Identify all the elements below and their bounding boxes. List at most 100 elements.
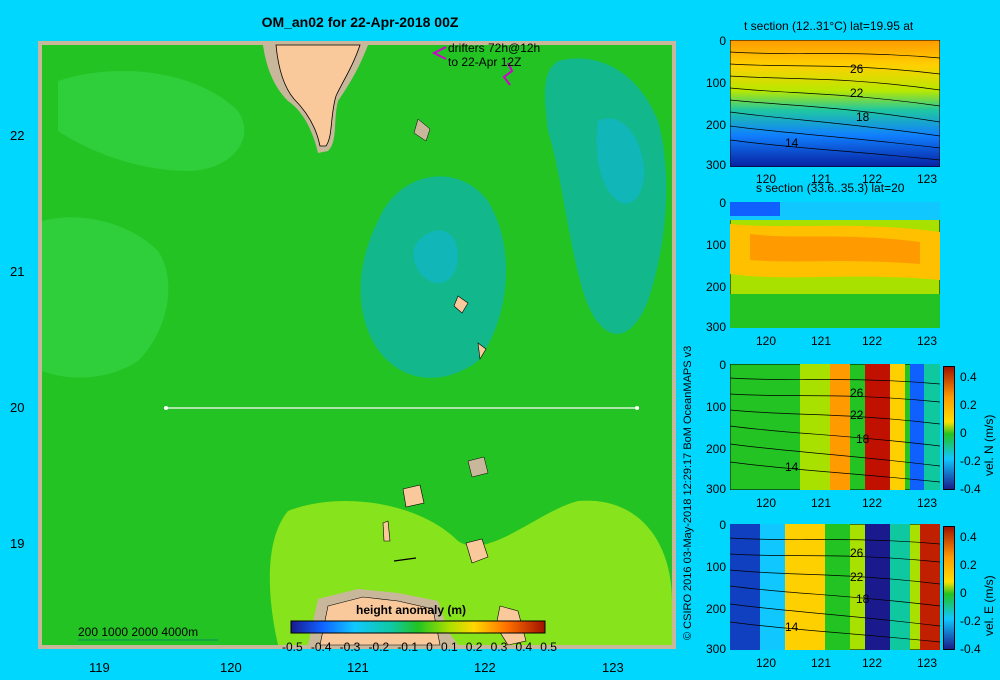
lon-tick: 119 [89,660,110,675]
salinity-section-panel [730,202,940,328]
colorbar-label: 0.1 [440,640,458,654]
taiwan-land [275,44,361,147]
temperature-contours [730,51,940,161]
lon-tick: 123 [917,496,938,510]
depth-tick: 300 [705,482,726,496]
panel-title: t section (12..31°C) lat=19.95 at [744,19,914,33]
cbar-label: 0.2 [960,558,977,572]
depth-tick: 200 [705,118,726,132]
lon-tick: 122 [474,660,496,675]
lon-tick: 123 [917,656,938,670]
lat-tick: 20 [10,400,25,415]
cbar-label: 0 [960,426,967,440]
contour-label: 18 [856,110,870,124]
colorbar-title: height anomaly (m) [356,603,467,617]
lon-tick: 120 [756,172,777,186]
contour-label: 26 [850,62,864,76]
panel-title: s section (33.6..35.3) lat=20 [756,181,905,195]
colorbar-gradient [290,620,546,634]
lon-tick: 120 [220,660,242,675]
island-3 [477,342,487,360]
cbar-label: 0 [960,586,967,600]
east-low-anomaly [545,58,667,334]
lon-tick: 123 [602,660,624,675]
lon-tick: 121 [811,172,832,186]
cbar-label: -0.2 [960,614,981,628]
island-7 [465,538,489,564]
cbar-label: 0.4 [960,530,977,544]
temperature-section-panel [730,40,940,167]
section-end [635,406,639,410]
depth-tick: 100 [705,238,726,252]
colorbar-label: 0 [426,640,433,654]
central-core-anomaly [413,230,458,284]
colorbar-label: 0.4 [515,640,533,654]
depth-tick: 300 [705,320,726,334]
contour-label: 22 [850,86,864,100]
colorbar-label: 0.3 [490,640,508,654]
colorbar-label: -0.1 [397,640,418,654]
depth-tick: 0 [719,196,726,210]
lon-tick: 121 [811,496,832,510]
lon-tick: 121 [811,656,832,670]
depth-tick: 200 [705,442,726,456]
lon-tick: 123 [917,172,938,186]
colorbar-label: 0.2 [465,640,483,654]
credit-text: © CSIRO 2016 03-May-2018 12:29:17 BoM Oc… [682,345,694,640]
lat-tick: 21 [10,264,25,279]
contour-label: 14 [785,136,799,150]
depth-legend: 200 1000 2000 4000m [78,625,199,639]
drifter-track-1 [431,46,447,60]
height-anomaly-map [38,41,676,649]
contour-label: 26 [850,386,864,400]
island-1 [413,118,431,142]
reef-line [393,557,417,562]
drifters-label-2: to 22-Apr 12Z [448,55,522,69]
velocity-east-contours [730,537,940,643]
cbar-title: vel. N (m/s) [982,414,996,476]
velocity-north-contours [730,377,940,483]
velocity-north-colorbar [943,366,955,490]
cbar-label: -0.2 [960,454,981,468]
contour-label: 18 [856,592,870,606]
depth-tick: 200 [705,280,726,294]
lon-tick: 123 [917,334,938,348]
colorbar-labels: -0.5 -0.4 -0.3 -0.2 -0.1 0 0.1 0.2 0.3 0… [282,640,557,654]
velocity-east-colorbar [943,526,955,650]
drifters-label-1: drifters 72h@12h [448,41,541,55]
depth-tick: 0 [719,518,726,532]
contour-label: 22 [850,408,864,422]
lon-tick: 121 [347,660,369,675]
colorbar-label: 0.5 [540,640,557,654]
depth-tick: 300 [705,642,726,656]
depth-tick: 100 [705,400,726,414]
lon-tick: 120 [756,496,777,510]
lat-tick: 19 [10,536,25,551]
lat-tick: 22 [10,128,25,143]
contour-label: 26 [850,546,864,560]
lon-tick: 122 [862,334,883,348]
depth-tick: 0 [719,34,726,48]
lon-tick: 121 [811,334,832,348]
colorbar-label: -0.4 [310,640,332,654]
east-core-anomaly [596,118,644,204]
depth-tick: 200 [705,602,726,616]
island-4 [467,456,489,478]
northwest-patch [58,71,245,171]
section-start [164,406,168,410]
cbar-label: -0.4 [960,642,981,656]
lon-tick: 122 [862,172,883,186]
drifter-track-2 [502,62,514,86]
lon-tick: 120 [756,656,777,670]
velocity-north-panel [730,364,940,490]
map-title: OM_an02 for 22-Apr-2018 00Z [261,14,459,30]
west-patch [42,217,169,378]
cbar-label: 0.4 [960,370,977,384]
colorbar [290,620,546,634]
depth-tick: 100 [705,76,726,90]
lon-tick: 122 [862,496,883,510]
island-5 [402,484,425,508]
colorbar-label: -0.3 [339,640,361,654]
lon-tick: 122 [862,656,883,670]
depth-tick: 0 [719,358,726,372]
